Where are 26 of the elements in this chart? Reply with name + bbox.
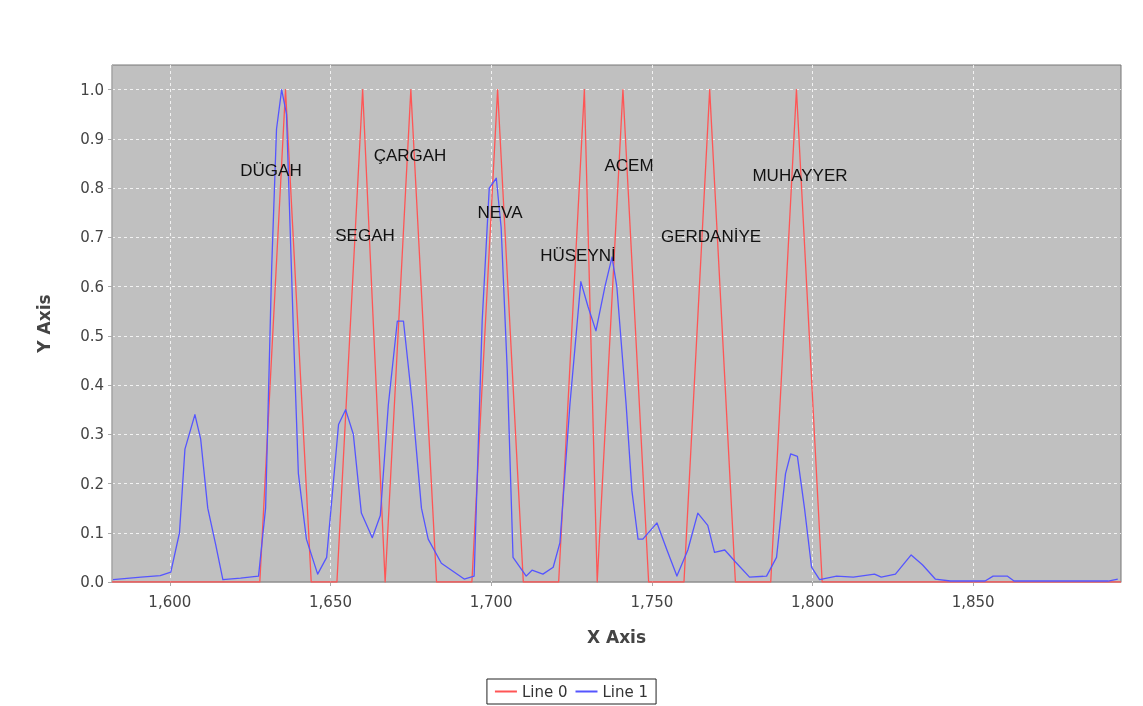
y-tick-label: 0.3 — [80, 425, 104, 444]
y-tick-label: 0.5 — [80, 326, 104, 345]
y-tick-label: 0.7 — [80, 228, 104, 247]
annotation: SEGAH — [335, 225, 395, 245]
x-axis-title: X Axis — [586, 626, 647, 647]
legend-label: Line 1 — [602, 682, 649, 701]
annotation: NEVA — [477, 202, 524, 222]
x-tick-label: 1,800 — [791, 592, 834, 611]
y-tick-label: 0.0 — [80, 573, 104, 591]
y-tick-label: 1.0 — [80, 80, 104, 99]
x-tick-label: 1,700 — [469, 592, 513, 611]
y-tick-label: 0.6 — [80, 277, 104, 296]
annotation: GERDANİYE — [660, 226, 762, 246]
x-tick-label: 1,600 — [148, 592, 192, 611]
y-tick-label: 0.2 — [80, 474, 104, 493]
y-tick-label: 0.8 — [80, 179, 104, 198]
y-axis-title: Y Axis — [33, 294, 54, 354]
y-tick-label: 0.9 — [80, 129, 104, 148]
y-tick-label: 0.1 — [80, 523, 104, 542]
annotation: MUHAYYER — [752, 165, 848, 185]
x-tick-label: 1,750 — [630, 592, 674, 611]
x-tick-label: 1,850 — [951, 592, 995, 611]
annotation: ACEM — [604, 155, 654, 175]
legend-label: Line 0 — [521, 682, 568, 701]
y-tick-label: 0.4 — [80, 376, 104, 395]
x-tick-label: 1,650 — [309, 592, 352, 611]
